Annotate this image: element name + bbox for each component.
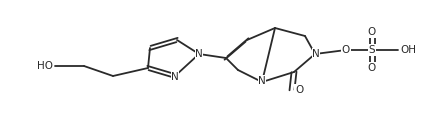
Text: N: N (258, 76, 266, 86)
Text: S: S (369, 45, 375, 55)
Text: O: O (368, 27, 376, 37)
Text: N: N (171, 72, 179, 82)
Text: OH: OH (400, 45, 416, 55)
Text: O: O (295, 85, 303, 95)
Text: N: N (312, 49, 320, 59)
Text: N: N (195, 49, 203, 59)
Text: O: O (342, 45, 350, 55)
Text: O: O (368, 63, 376, 73)
Text: HO: HO (37, 61, 53, 71)
